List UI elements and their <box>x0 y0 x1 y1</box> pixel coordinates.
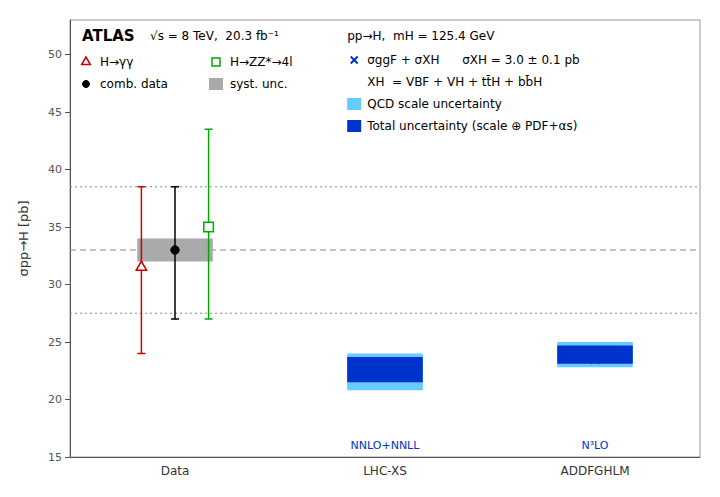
svg-text:σXH = 3.0 ± 0.1 pb: σXH = 3.0 ± 0.1 pb <box>462 53 579 67</box>
svg-text:20: 20 <box>48 393 62 406</box>
svg-text:35: 35 <box>48 221 62 234</box>
svg-text:H→ZZ*→4l: H→ZZ*→4l <box>230 55 293 69</box>
svg-text:NNLO+NNLL: NNLO+NNLL <box>351 439 421 452</box>
svg-text:N³LO: N³LO <box>581 439 608 452</box>
svg-text:QCD scale uncertainty: QCD scale uncertainty <box>367 97 502 111</box>
svg-text:50: 50 <box>48 48 62 61</box>
svg-text:15: 15 <box>48 451 62 464</box>
svg-text:40: 40 <box>48 163 62 176</box>
svg-text:XH = VBF + VH + tt̄H + bb̄H: XH = VBF + VH + tt̄H + bb̄H <box>367 75 542 89</box>
svg-text:√s = 8 TeV, 20.3 fb⁻¹: √s = 8 TeV, 20.3 fb⁻¹ <box>150 29 279 43</box>
svg-text:25: 25 <box>48 336 62 349</box>
svg-text:H→γγ: H→γγ <box>100 55 133 69</box>
svg-text:30: 30 <box>48 278 62 291</box>
svg-text:LHC-XS: LHC-XS <box>363 464 407 478</box>
svg-text:Data: Data <box>161 464 190 478</box>
svg-text:ADDFGHLM: ADDFGHLM <box>561 464 630 478</box>
svg-text:σpp→H [pb]: σpp→H [pb] <box>16 200 31 276</box>
svg-text:Total uncertainty (scale ⊕ PDF: Total uncertainty (scale ⊕ PDF+αs) <box>366 119 577 133</box>
svg-text:σggF + σXH: σggF + σXH <box>367 53 439 67</box>
svg-text:pp→H, mH = 125.4 GeV: pp→H, mH = 125.4 GeV <box>347 29 495 43</box>
svg-text:comb. data: comb. data <box>100 77 168 91</box>
svg-text:ATLAS: ATLAS <box>82 27 135 45</box>
svg-text:syst. unc.: syst. unc. <box>230 77 288 91</box>
svg-text:45: 45 <box>48 106 62 119</box>
